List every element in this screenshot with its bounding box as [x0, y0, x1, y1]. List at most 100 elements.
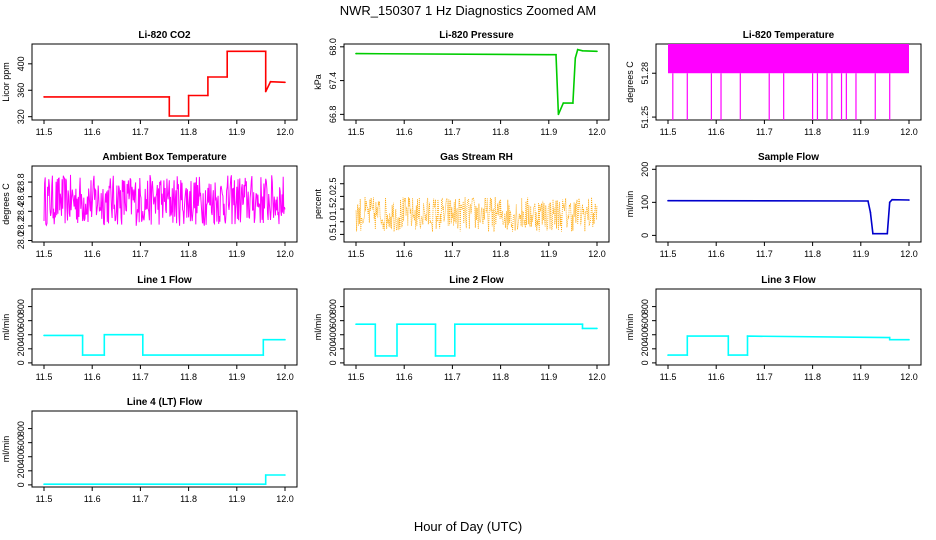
data-point — [581, 323, 584, 326]
x-tick-label: 11.6 — [84, 494, 101, 504]
x-tick-label: 11.8 — [492, 249, 509, 259]
x-tick-label: 11.9 — [228, 494, 245, 504]
x-tick-label: 11.5 — [36, 372, 53, 382]
x-tick-label: 11.5 — [348, 372, 365, 382]
x-tick-label: 11.9 — [540, 249, 557, 259]
x-tick-label: 11.5 — [348, 249, 365, 259]
data-point — [908, 199, 910, 201]
plot-frame — [343, 43, 610, 121]
x-tick-label: 11.6 — [396, 249, 413, 259]
x-tick-label: 12.0 — [588, 127, 606, 137]
data-point — [557, 113, 560, 116]
series-line — [668, 335, 909, 356]
x-tick-label: 11.6 — [84, 249, 101, 259]
panel-title: Li-820 CO2 — [138, 30, 191, 41]
data-point — [103, 333, 106, 336]
series-line — [355, 196, 598, 232]
plot-frame — [31, 288, 298, 366]
chart-panel-4: Ambient Box Temperature degrees C 28.028.2… — [1, 152, 298, 259]
y-axis-label: degrees C — [1, 183, 11, 225]
data-point — [746, 354, 749, 356]
y-axis-label: Licor ppm — [1, 62, 11, 102]
y-axis-label: ml/min — [1, 436, 11, 463]
data-point — [396, 323, 398, 326]
y-tick-label: 400 — [16, 56, 26, 71]
data-point — [43, 96, 45, 98]
x-tick-label: 12.0 — [588, 249, 606, 259]
x-tick-label: 11.8 — [804, 249, 821, 259]
y-tick-label: 28.4 — [16, 203, 26, 221]
y-tick-label: 200 — [640, 341, 650, 356]
y-axis-label: ml/min — [625, 314, 635, 341]
x-tick-label: 11.9 — [540, 372, 557, 382]
y-tick-label: 200 — [640, 162, 650, 177]
y-tick-label: 0 — [640, 233, 650, 238]
data-point — [269, 80, 272, 83]
panel-title: Li-820 Temperature — [743, 30, 835, 41]
x-tick-label: 11.9 — [540, 127, 557, 137]
x-tick-label: 11.5 — [36, 127, 53, 137]
data-point — [207, 76, 209, 78]
data-point — [562, 102, 565, 104]
chart-panel-1: Li-820 CO2 Licor ppm 320 360 400 11.5 11.6 11.7… — [1, 30, 298, 137]
data-point — [454, 323, 456, 326]
x-tick-label: 11.9 — [228, 372, 245, 382]
x-tick-label: 11.7 — [756, 249, 773, 259]
data-point — [686, 335, 689, 337]
y-tick-label: 600 — [16, 435, 26, 450]
data-point — [576, 48, 579, 51]
y-tick-label: 0 — [640, 360, 650, 365]
y-tick-label: 320 — [16, 109, 26, 124]
chart-panel-6: Sample Flow ml/min 0 100 200 11.5 11.6 11.7 11.8… — [625, 152, 922, 259]
x-tick-label: 11.7 — [132, 494, 149, 504]
y-tick-label: 600 — [640, 313, 650, 328]
y-tick-label: 66.8 — [328, 106, 338, 124]
x-tick-label: 11.8 — [492, 372, 509, 382]
x-tick-label: 11.5 — [36, 494, 53, 504]
x-tick-label: 11.5 — [348, 127, 365, 137]
y-tick-label: 2.0 — [328, 190, 338, 203]
data-point — [888, 201, 891, 204]
plot-frame — [31, 165, 298, 243]
y-tick-label: 600 — [16, 313, 26, 328]
data-point — [686, 354, 689, 356]
y-tick-label: 800 — [16, 299, 26, 314]
data-point — [888, 336, 891, 339]
data-point — [142, 333, 144, 336]
data-point — [43, 334, 45, 337]
panel-title: Li-820 Pressure — [439, 30, 514, 41]
series-line — [355, 48, 598, 115]
data-point — [596, 327, 598, 330]
data-point — [667, 354, 669, 356]
data-point — [284, 338, 286, 341]
y-tick-label: 67.4 — [328, 72, 338, 90]
x-tick-label: 11.8 — [492, 127, 509, 137]
data-point — [869, 211, 872, 214]
y-axis-label: degrees C — [625, 61, 635, 103]
data-point — [226, 76, 228, 78]
data-point — [581, 327, 584, 330]
y-axis-label: ml/min — [625, 191, 635, 218]
data-point — [746, 335, 749, 337]
data-point — [727, 335, 730, 337]
x-tick-label: 11.6 — [396, 127, 413, 137]
x-tick-label: 11.7 — [444, 127, 461, 137]
data-point — [891, 198, 893, 201]
data-point — [264, 483, 267, 486]
plot-frame — [31, 43, 298, 121]
x-tick-label: 11.8 — [180, 494, 197, 504]
data-point — [596, 50, 598, 53]
plot-frame — [343, 165, 610, 243]
figure-title: NWR_150307 1 Hz Diagnostics Zoomed AM — [340, 3, 597, 18]
data-point — [207, 94, 209, 97]
x-tick-label: 11.7 — [756, 372, 773, 382]
y-tick-label: 0 — [328, 360, 338, 365]
data-point — [355, 323, 357, 326]
x-tick-label: 11.6 — [708, 127, 725, 137]
data-point — [262, 338, 265, 341]
panel-title: Line 4 (LT) Flow — [127, 397, 203, 408]
y-tick-label: 0 — [16, 482, 26, 487]
x-tick-label: 11.9 — [852, 249, 869, 259]
